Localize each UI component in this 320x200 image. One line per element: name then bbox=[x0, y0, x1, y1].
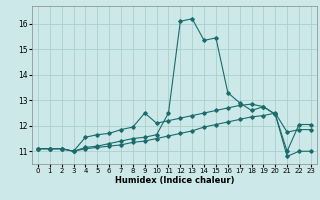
X-axis label: Humidex (Indice chaleur): Humidex (Indice chaleur) bbox=[115, 176, 234, 185]
